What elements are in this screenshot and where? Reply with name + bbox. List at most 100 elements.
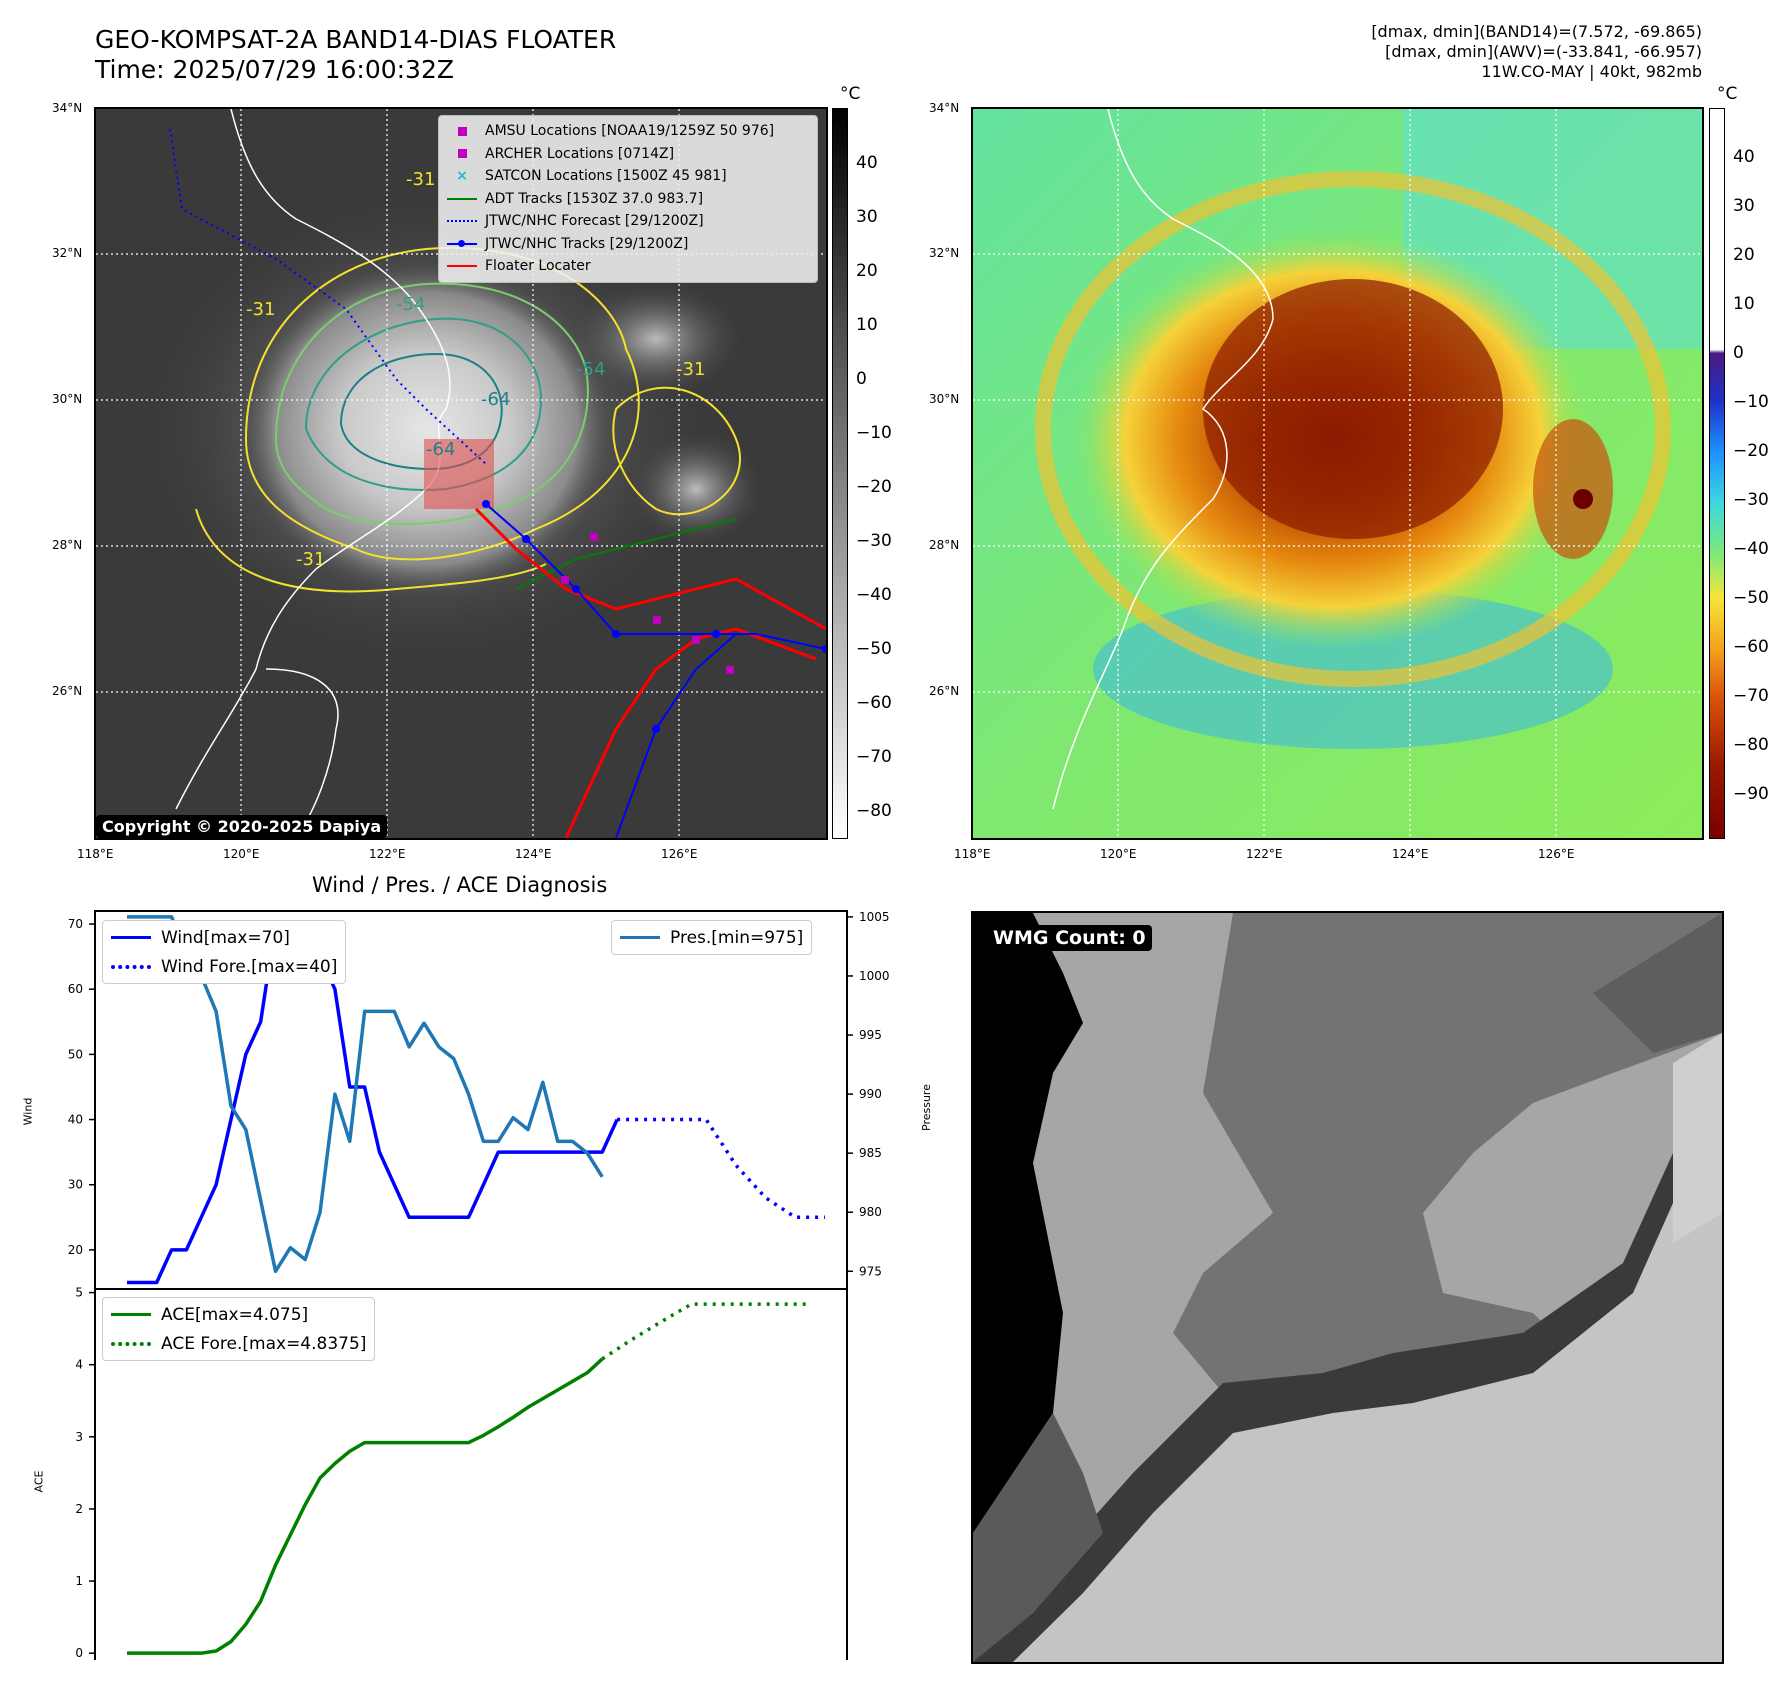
pressure-tick-label: 985 bbox=[859, 1146, 882, 1160]
lat-tick: 26°N bbox=[929, 684, 960, 698]
dotted-line-icon bbox=[447, 220, 477, 223]
ir-colorbar-tick: 40 bbox=[856, 153, 878, 173]
info-awv: [dmax, dmin](AWV)=(-33.841, -66.957) bbox=[1385, 42, 1702, 61]
figure-title: GEO-KOMPSAT-2A BAND14-DIAS FLOATER Time:… bbox=[95, 25, 616, 85]
contour-label: -31 bbox=[676, 359, 706, 380]
diagnosis-chart: 20 30 40 50 60 70 975 980 985 990 995 1000 1005 0 1 2… bbox=[68, 910, 890, 1660]
ir-colorbar-tick: −70 bbox=[856, 747, 892, 767]
pressure-tick-label: 975 bbox=[859, 1264, 882, 1278]
pressure-series-line bbox=[127, 915, 604, 1274]
awv-colorbar-tick: −30 bbox=[1733, 490, 1769, 510]
ace-forecast-line bbox=[601, 1302, 811, 1361]
lon-tick: 126°E bbox=[661, 847, 698, 861]
lon-tick: 124°E bbox=[1392, 847, 1429, 861]
ir-colorbar-tick: 10 bbox=[856, 315, 878, 335]
ace-plot-frame bbox=[94, 1288, 848, 1660]
pressure-tick-label: 1005 bbox=[859, 910, 890, 924]
title-line-1: GEO-KOMPSAT-2A BAND14-DIAS FLOATER bbox=[95, 25, 617, 54]
wind-tick-label: 20 bbox=[68, 1243, 83, 1257]
ir-colorbar-tick: −80 bbox=[856, 801, 892, 821]
solid-line-icon bbox=[111, 936, 151, 939]
ir-colorbar-tick: −10 bbox=[856, 423, 892, 443]
legend-jtwc-forecast: JTWC/NHC Forecast [29/1200Z] bbox=[447, 210, 809, 233]
lon-tick: 118°E bbox=[954, 847, 991, 861]
contour-label: -64 bbox=[481, 389, 511, 410]
contour-label: -64 bbox=[426, 439, 456, 460]
awv-map-image bbox=[973, 109, 1702, 838]
lat-tick: 30°N bbox=[929, 392, 960, 406]
awv-colorbar-tick: −70 bbox=[1733, 686, 1769, 706]
lon-tick: 122°E bbox=[369, 847, 406, 861]
lon-tick: 118°E bbox=[77, 847, 114, 861]
wind-tick-label: 70 bbox=[68, 917, 83, 931]
dotted-line-icon bbox=[111, 1341, 151, 1346]
legend-wind-forecast: Wind Fore.[max=40] bbox=[111, 952, 337, 981]
contour-label: -31 bbox=[246, 299, 276, 320]
lat-tick: 26°N bbox=[52, 684, 83, 698]
pressure-tick-label: 980 bbox=[859, 1205, 882, 1219]
awv-colorbar-tick: −10 bbox=[1733, 392, 1769, 412]
legend-adt: ADT Tracks [1530Z 37.0 983.7] bbox=[447, 188, 809, 211]
lat-tick: 32°N bbox=[929, 246, 960, 260]
wmg-panel: WMG Count: 0 bbox=[971, 911, 1724, 1664]
lon-tick: 122°E bbox=[1246, 847, 1283, 861]
lat-tick: 30°N bbox=[52, 392, 83, 406]
square-marker-icon bbox=[447, 149, 477, 159]
awv-colorbar-tick: −20 bbox=[1733, 441, 1769, 461]
ir-map-legend: AMSU Locations [NOAA19/1259Z 50 976] ARC… bbox=[438, 115, 818, 283]
lon-tick: 120°E bbox=[223, 847, 260, 861]
awv-map-panel bbox=[971, 107, 1704, 840]
awv-colorbar-tick: −40 bbox=[1733, 539, 1769, 559]
ace-legend: ACE[max=4.075] ACE Fore.[max=4.8375] bbox=[102, 1297, 376, 1361]
lat-tick: 34°N bbox=[52, 101, 83, 115]
solid-line-icon bbox=[111, 1313, 151, 1316]
lat-tick: 28°N bbox=[52, 538, 83, 552]
dotted-line-icon bbox=[111, 964, 151, 969]
lat-tick: 32°N bbox=[52, 246, 83, 260]
wind-tick-label: 50 bbox=[68, 1047, 83, 1061]
solid-line-icon bbox=[620, 936, 660, 939]
contour-label: -54 bbox=[576, 359, 606, 380]
awv-colorbar-tick: 30 bbox=[1733, 196, 1755, 216]
lon-tick: 120°E bbox=[1100, 847, 1137, 861]
awv-colorbar-tick: −90 bbox=[1733, 784, 1769, 804]
awv-colorbar-tick: −80 bbox=[1733, 735, 1769, 755]
legend-floater: Floater Locater bbox=[447, 255, 809, 278]
ir-colorbar-tick: −30 bbox=[856, 531, 892, 551]
wmg-count-badge: WMG Count: 0 bbox=[987, 925, 1152, 951]
awv-colorbar-tick: 40 bbox=[1733, 147, 1755, 167]
ace-series-line bbox=[127, 1357, 604, 1655]
wind-tick-label: 60 bbox=[68, 982, 83, 996]
ir-colorbar-tick: −50 bbox=[856, 639, 892, 659]
ir-colorbar-tick: 20 bbox=[856, 261, 878, 281]
storm-info: [dmax, dmin](BAND14)=(7.572, -69.865) [d… bbox=[1371, 22, 1702, 82]
ir-colorbar-tick: 30 bbox=[856, 207, 878, 227]
pressure-tick-label: 1000 bbox=[859, 969, 890, 983]
title-line-2: Time: 2025/07/29 16:00:32Z bbox=[95, 55, 454, 84]
ir-colorbar bbox=[832, 108, 848, 839]
legend-pressure: Pres.[min=975] bbox=[620, 923, 803, 952]
legend-ace: ACE[max=4.075] bbox=[111, 1300, 366, 1329]
wind-series-line bbox=[127, 922, 619, 1285]
ace-tick-label: 1 bbox=[75, 1574, 83, 1588]
lat-tick: 34°N bbox=[929, 101, 960, 115]
legend-wind: Wind[max=70] bbox=[111, 923, 337, 952]
ace-tick-label: 5 bbox=[75, 1286, 83, 1300]
ir-colorbar-tick: −60 bbox=[856, 693, 892, 713]
contour-label: -31 bbox=[406, 169, 436, 190]
ir-colorbar-unit: °C bbox=[840, 84, 861, 104]
ace-tick-label: 4 bbox=[75, 1358, 83, 1372]
ace-tick-label: 3 bbox=[75, 1430, 83, 1444]
ir-map-panel: -31 -31 -54 -64 -31 -31 -54 -64 AMSU Loc… bbox=[94, 107, 828, 840]
awv-colorbar-tick: 0 bbox=[1733, 343, 1744, 363]
lat-tick: 28°N bbox=[929, 538, 960, 552]
contour-label: -31 bbox=[296, 549, 326, 570]
line-dot-icon bbox=[447, 240, 477, 248]
lon-tick: 124°E bbox=[515, 847, 552, 861]
solid-line-icon bbox=[447, 197, 477, 200]
awv-colorbar-tick: 10 bbox=[1733, 294, 1755, 314]
ace-tick-label: 0 bbox=[75, 1646, 83, 1660]
lon-tick: 126°E bbox=[1538, 847, 1575, 861]
awv-colorbar bbox=[1709, 108, 1725, 839]
ir-colorbar-tick: −40 bbox=[856, 585, 892, 605]
